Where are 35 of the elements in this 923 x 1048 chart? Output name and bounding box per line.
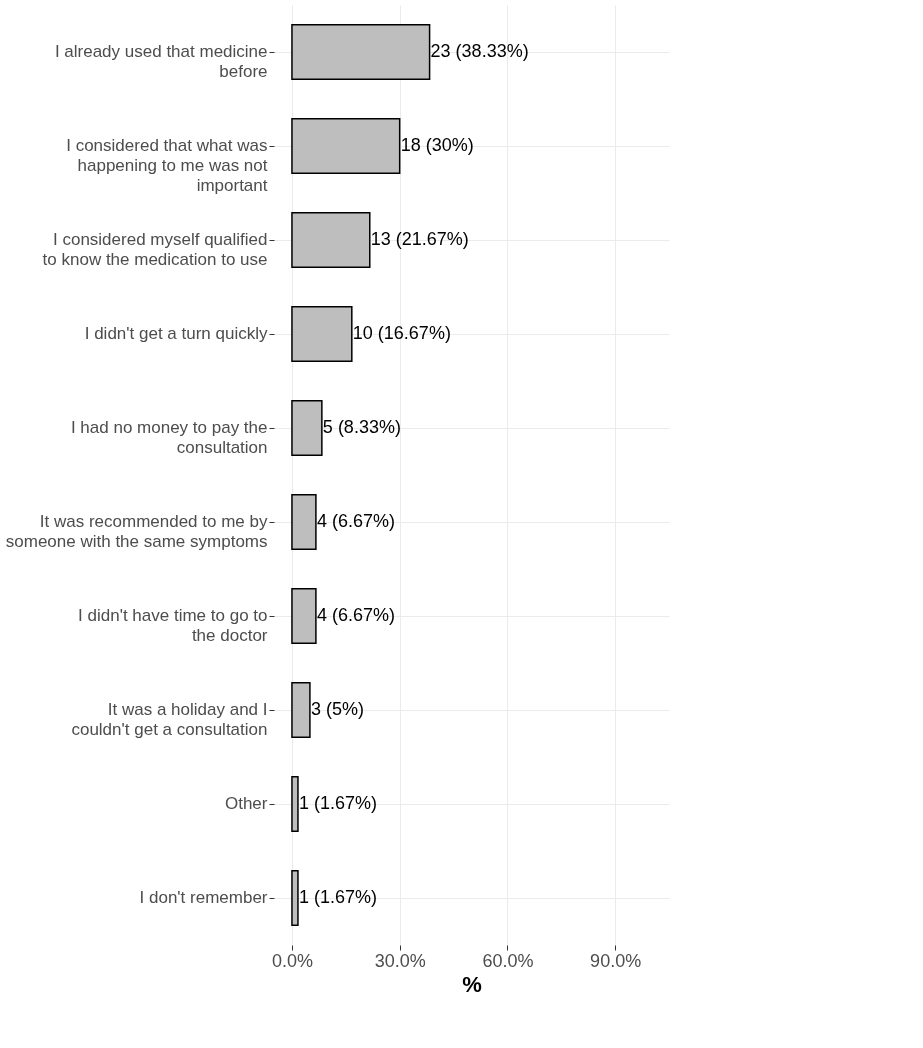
y-tick-label: It was recommended to me by someone with the same symptoms [5,512,268,551]
bar [291,117,401,175]
y-tick-label: I considered myself qualified to know the medication to use [42,230,268,269]
x-tick-label: 90.0% [590,950,642,971]
data-label: 4 (6.67%) [316,511,395,531]
y-tick-label: It was a holiday and I couldn't get a consultation [71,700,268,739]
x-tick-label: 0.0% [271,950,313,971]
data-label: 5 (8.33%) [322,417,401,437]
bar [291,681,311,739]
bar [291,587,317,645]
y-tick-label: Other [224,794,268,813]
y-tick-label: I didn't have time to go to the doctor [78,606,268,645]
data-label: 18 (30%) [400,135,474,155]
y-tick-label: I already used that medicine before [54,42,268,81]
y-tick-label: I don't remember [139,888,268,907]
x-tick-label: 60.0% [482,950,534,971]
data-label: 3 (5%) [310,699,364,719]
data-label: 10 (16.67%) [352,323,451,343]
data-label: 23 (38.33%) [430,41,529,61]
data-label: 1 (1.67%) [298,793,377,813]
y-tick-label: I had no money to pay the consultation [70,418,268,457]
bar [291,211,371,269]
y-tick-label: I considered that what was happening to me was not important [66,136,268,195]
bar [291,869,299,927]
bar [291,23,431,81]
data-label: 4 (6.67%) [316,605,395,625]
bar [291,775,299,833]
bar [291,399,323,457]
x-tick-label: 30.0% [374,950,426,971]
bar [291,493,317,551]
data-label: 13 (21.67%) [370,229,469,249]
y-tick-label: I didn't get a turn quickly [84,324,268,343]
x-axis-title: % [462,971,482,997]
bar [291,305,353,363]
data-label: 1 (1.67%) [298,887,377,907]
